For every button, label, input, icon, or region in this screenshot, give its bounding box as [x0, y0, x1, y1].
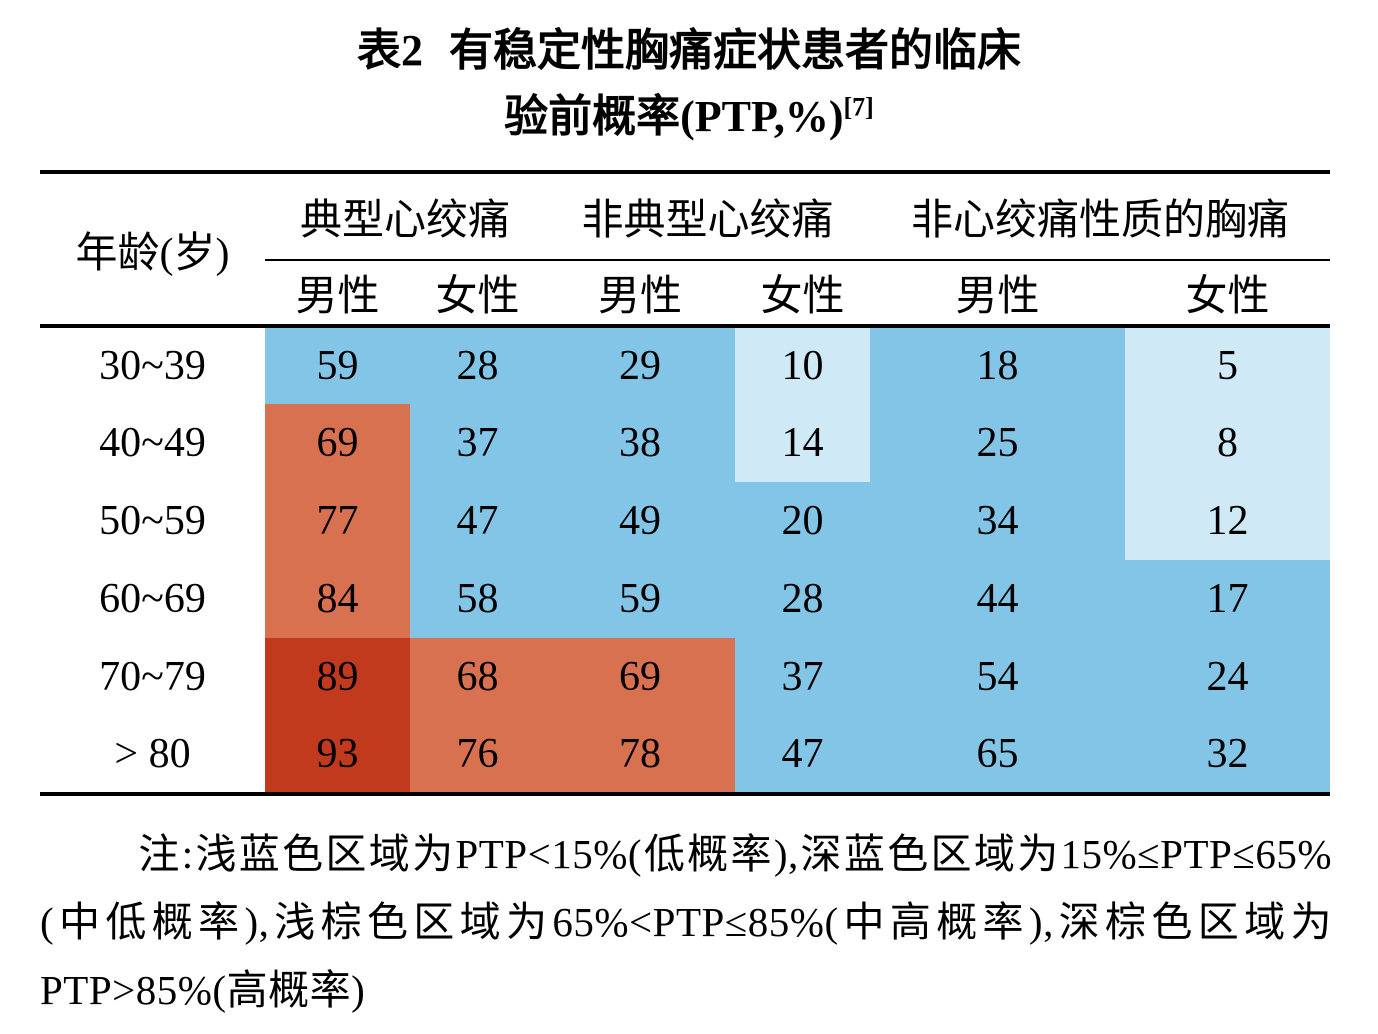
value-cell: 54 — [870, 638, 1126, 716]
group-header-typical-angina: 典型心绞痛 — [265, 172, 546, 261]
age-column-header: 年龄(岁) — [40, 172, 265, 328]
value-cell: 20 — [735, 482, 871, 560]
caption-subtitle-text: 验前概率(PTP,%) — [504, 92, 844, 141]
table-footnote: 注:浅蓝色区域为PTP<15%(低概率),深蓝色区域为15%≤PTP≤65%(中… — [40, 831, 1332, 1013]
value-cell: 28 — [410, 326, 546, 404]
value-cell: 28 — [735, 560, 871, 638]
value-cell: 38 — [545, 404, 736, 482]
col-header-nonanginal-male: 男性 — [870, 260, 1126, 328]
group-header-atypical-angina: 非典型心绞痛 — [545, 172, 871, 261]
value-cell: 59 — [545, 560, 736, 638]
value-cell: 89 — [265, 638, 410, 716]
col-header-typical-female: 女性 — [410, 260, 546, 328]
col-header-atypical-female: 女性 — [735, 260, 871, 328]
col-header-nonanginal-female: 女性 — [1125, 260, 1331, 328]
value-cell: 8 — [1125, 404, 1331, 482]
caption-line-1: 表2 有稳定性胸痛症状患者的临床 — [0, 18, 1378, 84]
value-cell: 69 — [545, 638, 736, 716]
sub-header-row: 男性 女性 男性 女性 男性 女性 — [40, 260, 1331, 328]
value-cell: 10 — [735, 326, 871, 404]
value-cell: 59 — [265, 326, 410, 404]
reference-superscript: [7] — [843, 92, 874, 122]
value-cell: 93 — [265, 716, 410, 794]
caption-table-number: 表2 — [357, 26, 423, 75]
value-cell: 24 — [1125, 638, 1331, 716]
value-cell: 34 — [870, 482, 1126, 560]
ptp-table: 年龄(岁) 典型心绞痛 非典型心绞痛 非心绞痛性质的胸痛 男性 女性 男性 女性… — [40, 170, 1331, 796]
table-row-30-39: 30~39 59 28 29 10 18 5 — [40, 326, 1331, 404]
value-cell: 25 — [870, 404, 1126, 482]
group-header-nonanginal-chest-pain: 非心绞痛性质的胸痛 — [870, 172, 1331, 261]
value-cell: 77 — [265, 482, 410, 560]
caption-line-2: 验前概率(PTP,%)[7] — [0, 84, 1378, 150]
table-row-60-69: 60~69 84 58 59 28 44 17 — [40, 560, 1331, 638]
value-cell: 32 — [1125, 716, 1331, 794]
value-cell: 49 — [545, 482, 736, 560]
table-row-50-59: 50~59 77 47 49 20 34 12 — [40, 482, 1331, 560]
value-cell: 84 — [265, 560, 410, 638]
value-cell: 47 — [410, 482, 546, 560]
age-cell: 50~59 — [40, 482, 265, 560]
value-cell: 47 — [735, 716, 871, 794]
col-header-atypical-male: 男性 — [545, 260, 736, 328]
value-cell: 14 — [735, 404, 871, 482]
table-caption: 表2 有稳定性胸痛症状患者的临床 验前概率(PTP,%)[7] — [0, 18, 1378, 150]
age-cell: > 80 — [40, 716, 265, 794]
table-row-70-79: 70~79 89 68 69 37 54 24 — [40, 638, 1331, 716]
age-cell: 40~49 — [40, 404, 265, 482]
value-cell: 18 — [870, 326, 1126, 404]
value-cell: 65 — [870, 716, 1126, 794]
value-cell: 5 — [1125, 326, 1331, 404]
value-cell: 37 — [410, 404, 546, 482]
value-cell: 17 — [1125, 560, 1331, 638]
value-cell: 76 — [410, 716, 546, 794]
value-cell: 68 — [410, 638, 546, 716]
age-cell: 70~79 — [40, 638, 265, 716]
age-cell: 60~69 — [40, 560, 265, 638]
table-row-over-80: > 80 93 76 78 47 65 32 — [40, 716, 1331, 794]
value-cell: 29 — [545, 326, 736, 404]
age-cell: 30~39 — [40, 326, 265, 404]
group-header-row: 年龄(岁) 典型心绞痛 非典型心绞痛 非心绞痛性质的胸痛 — [40, 172, 1331, 328]
caption-title-text: 有稳定性胸痛症状患者的临床 — [449, 26, 1021, 75]
value-cell: 78 — [545, 716, 736, 794]
value-cell: 12 — [1125, 482, 1331, 560]
value-cell: 44 — [870, 560, 1126, 638]
value-cell: 58 — [410, 560, 546, 638]
col-header-typical-male: 男性 — [265, 260, 410, 328]
table-row-40-49: 40~49 69 37 38 14 25 8 — [40, 404, 1331, 482]
value-cell: 69 — [265, 404, 410, 482]
value-cell: 37 — [735, 638, 871, 716]
